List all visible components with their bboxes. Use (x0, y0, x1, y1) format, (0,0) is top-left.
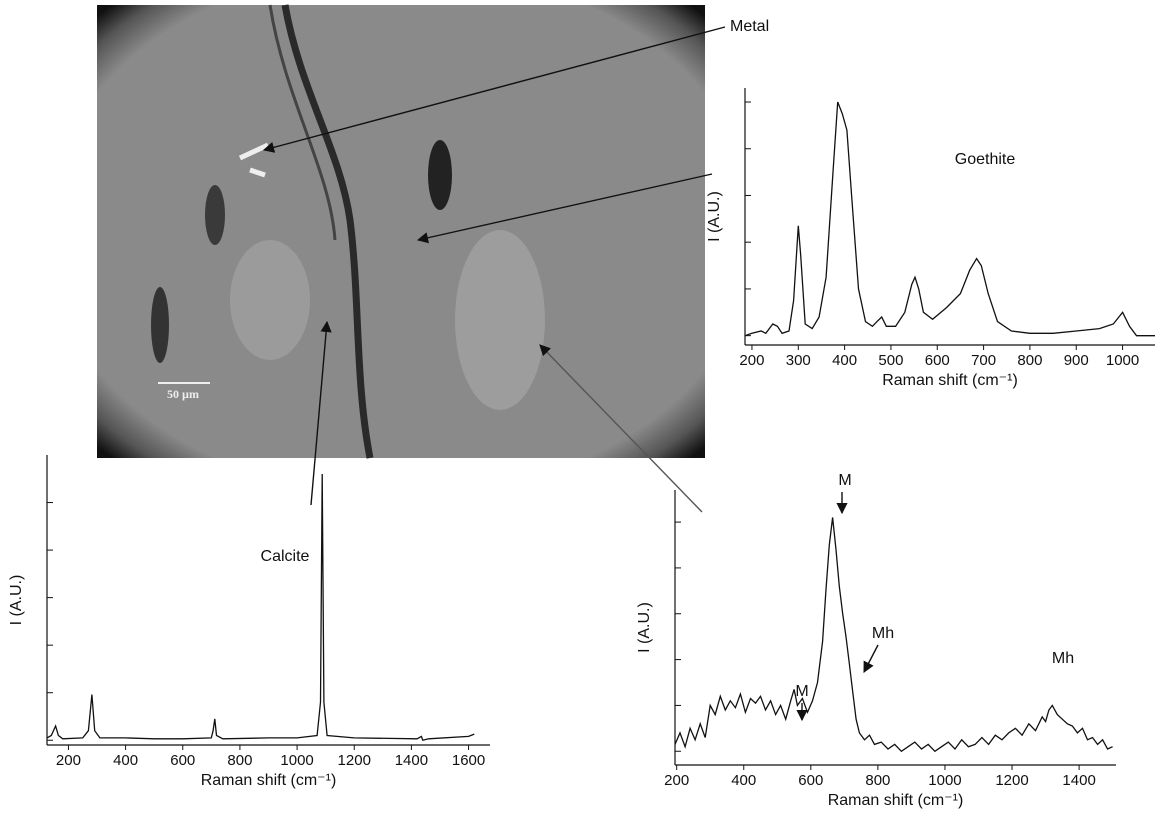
x-tick-label: 1200 (995, 772, 1028, 789)
x-tick-label: 1000 (1106, 352, 1139, 369)
y-axis-title: I (A.U.) (636, 602, 653, 653)
x-tick-label: 700 (971, 352, 996, 369)
x-tick-label: 1400 (395, 752, 428, 769)
figure: 50 µm Metal 200 300 400 500 600 700 800 900 1000… (0, 0, 1157, 825)
metal-label: Metal (730, 18, 769, 35)
peak-annotation: M (838, 472, 851, 489)
x-tick-label: 300 (786, 352, 811, 369)
x-tick-label: 200 (664, 772, 689, 789)
spectrum-label: Calcite (261, 548, 310, 565)
peak-annotation: Mh (872, 625, 894, 642)
x-tick-label: 1000 (280, 752, 313, 769)
page: {"figure": {"scale_bar": "50 µm", "label… (0, 0, 1157, 825)
x-axis-title: Raman shift (cm⁻¹) (882, 372, 1018, 389)
x-tick-label: 400 (731, 772, 756, 789)
peak-annotation: Mh (1052, 650, 1074, 667)
x-tick-label: 800 (1017, 352, 1042, 369)
x-tick-label: 500 (878, 352, 903, 369)
spectrum-chart: 200 400 600 800 1000 1200 1400 Raman shift (cm⁻… (636, 472, 1116, 809)
x-tick-label: 200 (739, 352, 764, 369)
spectrum-line (745, 102, 1155, 336)
x-tick-label: 1400 (1062, 772, 1095, 789)
spectrum-label: Goethite (955, 151, 1016, 168)
y-axis-title: I (A.U.) (706, 191, 723, 242)
scale-bar-label: 50 µm (167, 387, 199, 401)
x-tick-label: 1200 (338, 752, 371, 769)
y-axis-title: I (A.U.) (8, 575, 25, 626)
x-tick-label: 600 (170, 752, 195, 769)
x-tick-label: 800 (865, 772, 890, 789)
x-tick-label: 600 (798, 772, 823, 789)
x-tick-label: 600 (925, 352, 950, 369)
spectrum-chart: 200 300 400 500 600 700 800 900 1000 Raman shift … (706, 88, 1155, 389)
micrograph: 50 µm (97, 5, 705, 458)
spectrum-chart: 200 400 600 800 1000 1200 1400 1600 Raman shift … (8, 455, 490, 789)
peak-annotation: M (795, 683, 808, 700)
x-tick-label: 1600 (452, 752, 485, 769)
x-tick-label: 400 (113, 752, 138, 769)
x-tick-label: 900 (1064, 352, 1089, 369)
spectrum-line (47, 474, 474, 740)
x-tick-label: 200 (56, 752, 81, 769)
x-tick-label: 400 (832, 352, 857, 369)
x-tick-label: 800 (227, 752, 252, 769)
x-axis-title: Raman shift (cm⁻¹) (828, 792, 964, 809)
x-tick-label: 1000 (928, 772, 961, 789)
x-axis-title: Raman shift (cm⁻¹) (201, 772, 337, 789)
